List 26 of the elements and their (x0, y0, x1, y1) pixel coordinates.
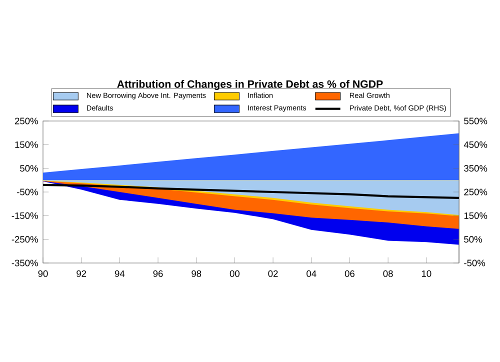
y-tick-label: -50% (17, 188, 38, 196)
y2-tick-label: 550% (464, 118, 488, 124)
chart-title: Attribution of Changes in Private Debt as % of NGDP (117, 80, 383, 90)
y-tick-label: 150% (15, 141, 38, 148)
y2-tick-label: 350% (464, 165, 488, 172)
x-tick-label: 94 (114, 270, 125, 277)
x-tick-label: 90 (38, 270, 48, 277)
x-tick-label: 06 (344, 270, 354, 277)
x-tick-label: 02 (268, 270, 278, 277)
y2-tick-label: 50% (464, 236, 482, 243)
y2-tick-label: 150% (464, 212, 488, 219)
y-tick-label: -350% (12, 260, 38, 266)
x-tick-label: 98 (192, 270, 202, 277)
y-tick-label: 50% (20, 165, 38, 172)
y2-tick-label: 250% (464, 188, 488, 196)
y-tick-label: 250% (14, 118, 38, 124)
y-tick-label: -250% (12, 236, 38, 243)
x-tick-label: 10 (422, 270, 432, 277)
y2-tick-label: -50% (464, 260, 486, 266)
x-tick-label: 08 (383, 270, 393, 277)
x-tick-label: 00 (230, 270, 240, 277)
y2-tick-label: 450% (464, 141, 488, 148)
x-tick-label: 04 (306, 270, 316, 277)
y-tick-label: -150% (12, 212, 38, 219)
x-tick-label: 92 (76, 270, 86, 277)
x-tick-label: 96 (153, 270, 163, 277)
